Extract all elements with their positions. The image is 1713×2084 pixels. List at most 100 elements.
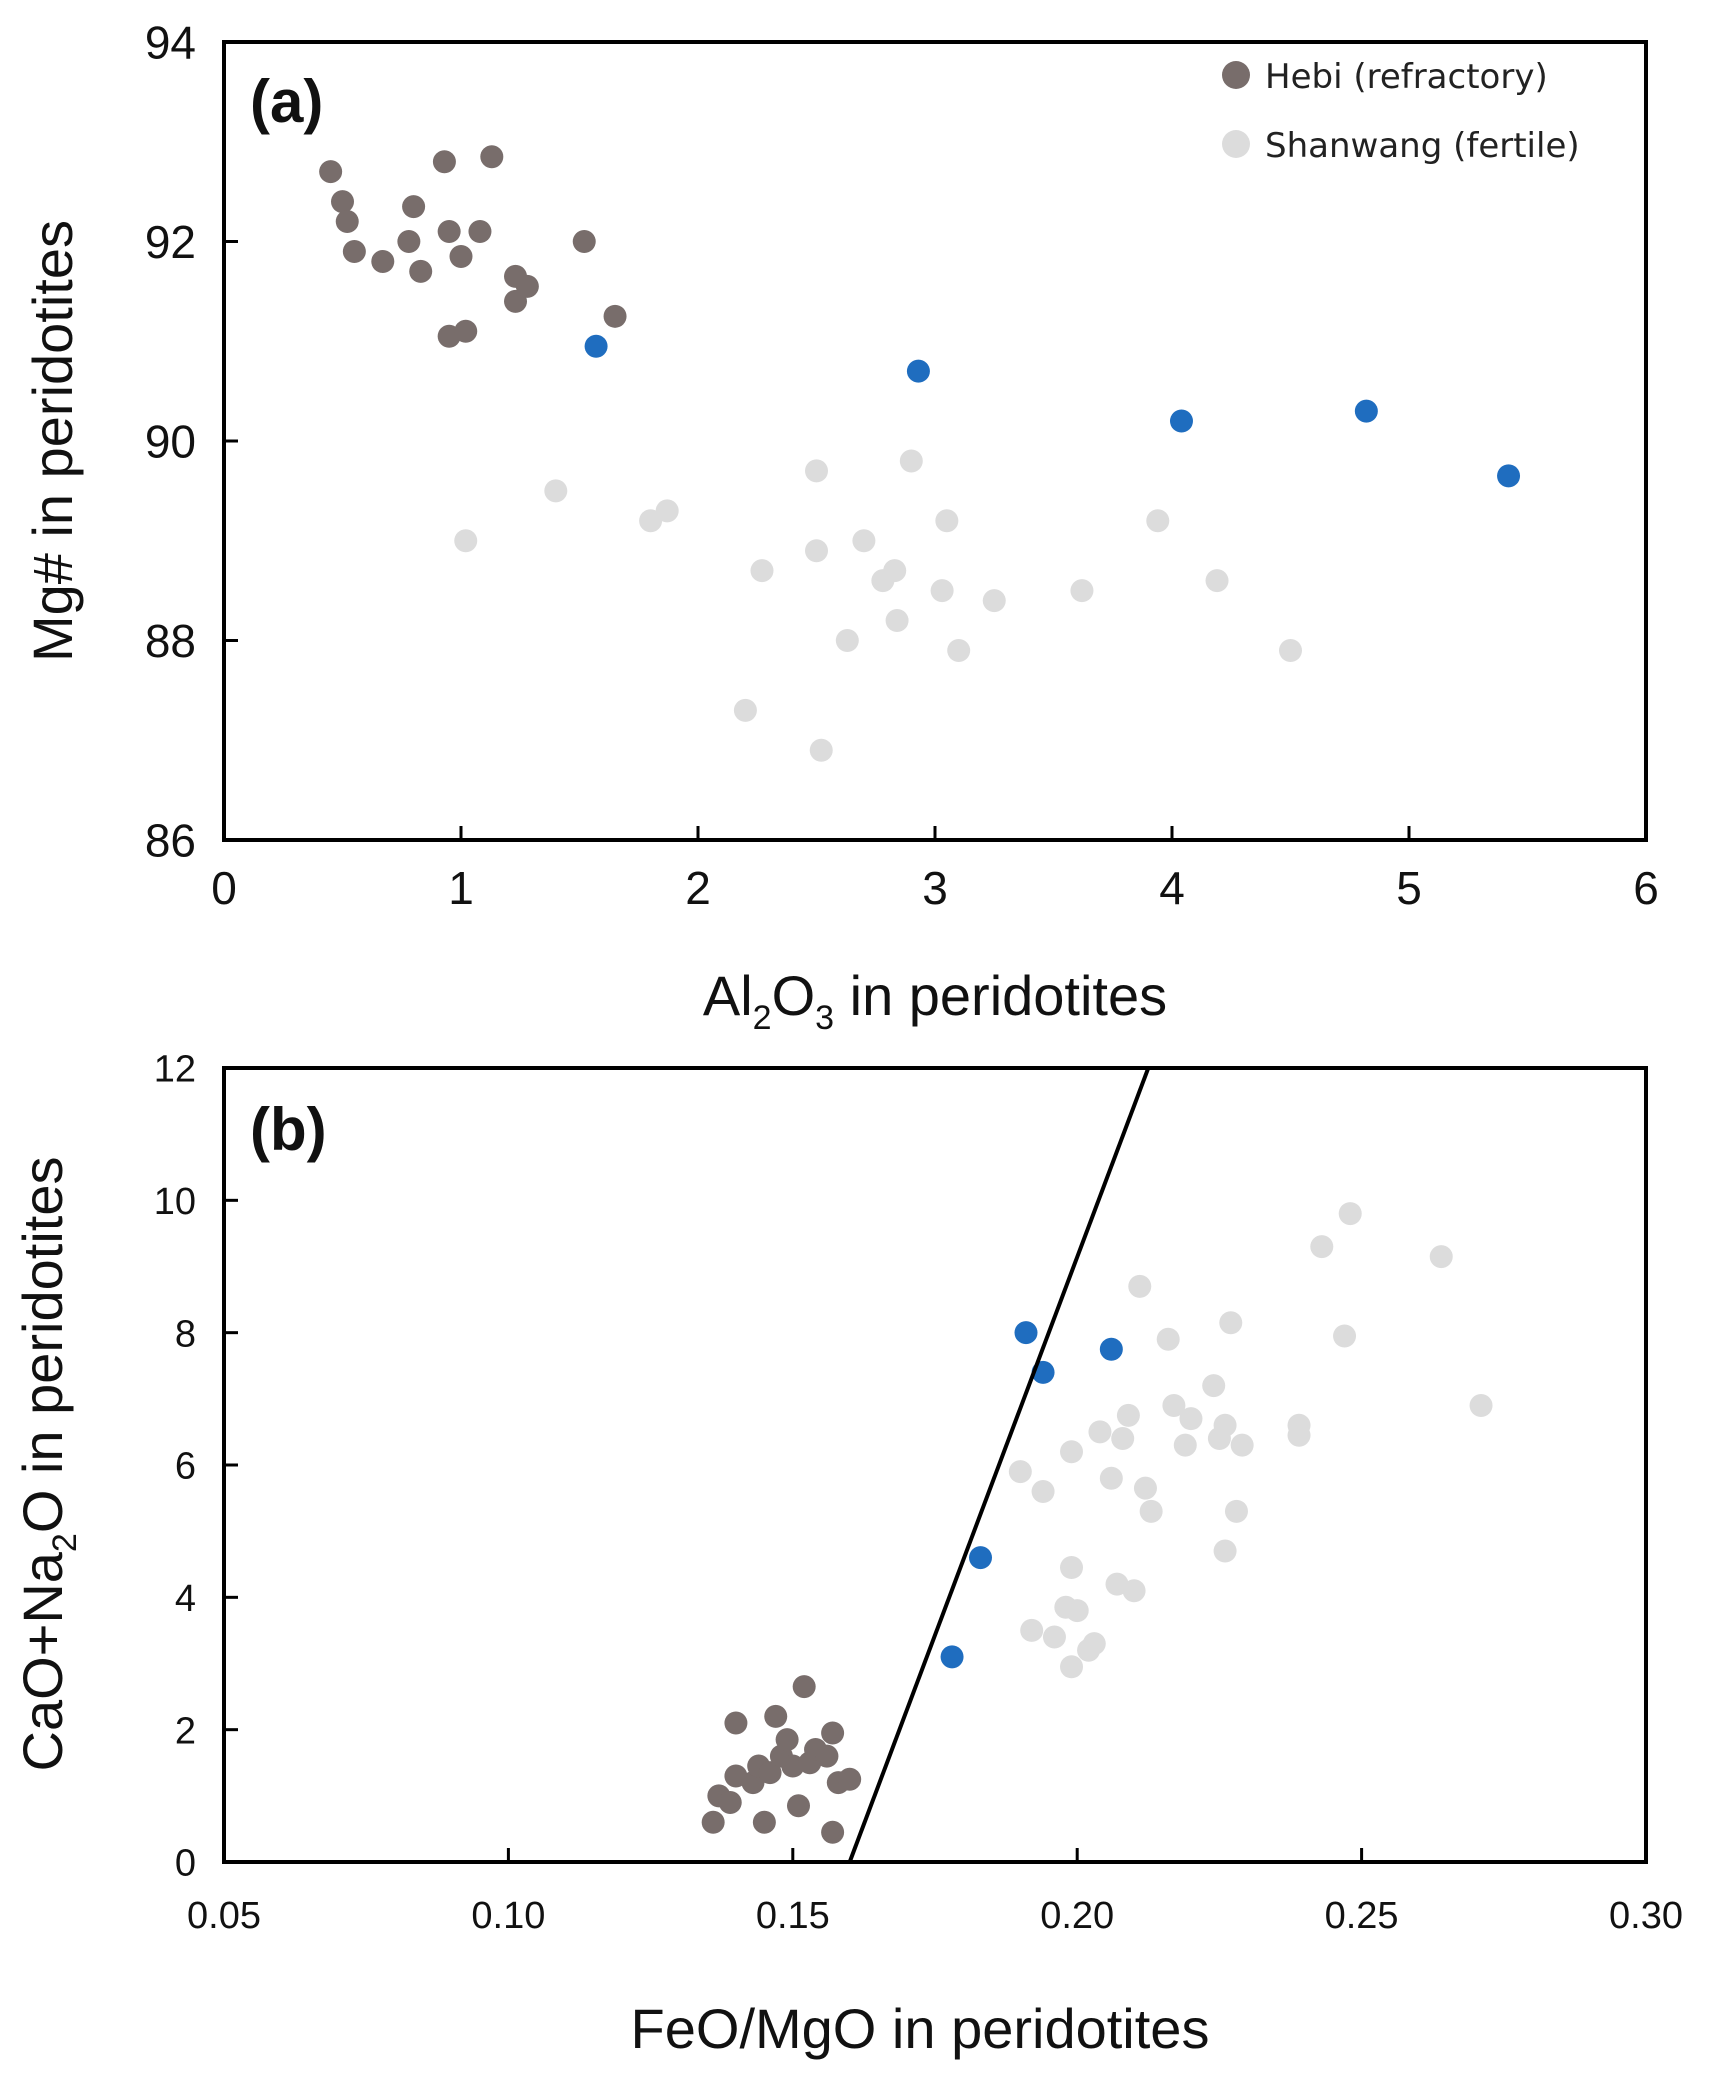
- point-shanwang: [1060, 1440, 1084, 1464]
- point-shanwang: [1279, 638, 1302, 662]
- x-tick-label: 2: [685, 862, 711, 914]
- point-shanwang: [1173, 1433, 1197, 1457]
- y-tick-label: 10: [154, 1181, 196, 1223]
- point-hebi: [397, 230, 421, 253]
- point-hebi: [758, 1761, 782, 1785]
- point-hebi: [319, 160, 343, 184]
- point-hebi: [815, 1744, 839, 1768]
- panel-b-points: [701, 1202, 1493, 1844]
- point-shanwang: [1205, 569, 1229, 593]
- x-tick-label: 0.30: [1609, 1895, 1683, 1937]
- point-hebi: [449, 244, 473, 268]
- x-tick-label: 0.20: [1040, 1895, 1114, 1937]
- y-tick-label: 0: [175, 1843, 196, 1885]
- point-shanwang: [1156, 1327, 1180, 1351]
- point-shanwang: [947, 638, 971, 662]
- x-tick-label: 0.25: [1325, 1895, 1399, 1937]
- point-shanwang: [1179, 1407, 1203, 1431]
- point-shanwang: [805, 459, 828, 483]
- point-hebi: [775, 1728, 799, 1752]
- point-shanwang: [1287, 1423, 1311, 1447]
- y-tick-label: 8: [175, 1313, 196, 1355]
- point-shanwang: [1310, 1235, 1334, 1259]
- x-title-post: in peridotites: [834, 964, 1167, 1027]
- panel-b: 0.05 0.10 0.15 0.20 0.25 0.30 0 2 4 6 8 10 12 (b) Fe…: [11, 1049, 1683, 2060]
- point-hebi: [371, 249, 395, 273]
- point-shanwang: [1333, 1324, 1357, 1348]
- point-blue: [940, 1645, 964, 1669]
- panel-a-ticks: 0 1 2 3 4 5 6 86 88 90 92 94: [145, 17, 1659, 914]
- point-shanwang: [1070, 579, 1094, 603]
- y-tick-label: 94: [145, 17, 196, 69]
- point-shanwang: [835, 629, 859, 652]
- x-tick-label: 0.05: [187, 1895, 261, 1937]
- point-hebi: [480, 145, 504, 169]
- legend-marker-shanwang: [1222, 130, 1250, 158]
- point-hebi: [718, 1790, 742, 1814]
- point-hebi: [724, 1711, 748, 1735]
- point-blue: [1354, 399, 1378, 423]
- point-hebi: [454, 319, 478, 343]
- point-shanwang: [1224, 1499, 1248, 1523]
- y-title-pre: CaO+Na: [11, 1551, 74, 1771]
- point-shanwang: [1139, 1499, 1163, 1523]
- point-shanwang: [1219, 1311, 1243, 1335]
- x-title-mid: O: [772, 964, 816, 1027]
- panel-a-y-axis-title: Mg# in peridotites: [21, 220, 84, 662]
- y-tick-label: 86: [145, 815, 196, 867]
- point-shanwang: [899, 449, 923, 473]
- point-hebi: [572, 230, 596, 253]
- point-shanwang: [1230, 1433, 1254, 1457]
- point-shanwang: [1128, 1274, 1152, 1298]
- point-hebi: [838, 1767, 862, 1791]
- point-shanwang: [1213, 1413, 1237, 1437]
- point-hebi: [821, 1820, 845, 1844]
- y-tick-label: 90: [145, 416, 196, 468]
- point-blue: [584, 334, 608, 358]
- legend-marker-hebi: [1222, 61, 1250, 89]
- point-hebi: [764, 1704, 788, 1728]
- x-tick-label: 4: [1159, 862, 1185, 914]
- y-tick-label: 88: [145, 615, 196, 667]
- x-tick-label: 1: [448, 862, 474, 914]
- y-title-post: O in peridotites: [11, 1157, 74, 1534]
- point-shanwang: [1065, 1599, 1089, 1623]
- point-hebi: [409, 259, 433, 283]
- point-shanwang: [805, 539, 828, 563]
- panel-a-label: (a): [250, 68, 323, 135]
- point-shanwang: [885, 609, 909, 633]
- point-hebi: [786, 1794, 810, 1818]
- point-shanwang: [1338, 1202, 1362, 1226]
- point-blue: [1169, 409, 1193, 433]
- point-hebi: [701, 1810, 725, 1834]
- point-blue: [1497, 464, 1521, 488]
- point-shanwang: [750, 559, 774, 583]
- point-shanwang: [733, 698, 757, 722]
- panel-b-label: (b): [250, 1096, 327, 1163]
- panel-a-x-axis-title: Al2O3 in peridotites: [703, 964, 1167, 1037]
- point-hebi: [432, 150, 456, 174]
- legend: Hebi (refractory) Shanwang (fertile): [1222, 57, 1580, 166]
- x-tick-label: 0.15: [756, 1895, 830, 1937]
- point-hebi: [342, 239, 366, 263]
- point-hebi: [402, 195, 426, 219]
- point-blue: [969, 1546, 993, 1570]
- point-blue: [1014, 1321, 1038, 1345]
- point-shanwang: [982, 589, 1006, 613]
- legend-label-shanwang: Shanwang (fertile): [1265, 126, 1580, 166]
- panel-b-y-axis-title: CaO+Na2O in peridotites: [11, 1157, 84, 1772]
- point-shanwang: [655, 499, 679, 523]
- point-hebi: [752, 1810, 776, 1834]
- point-shanwang: [1042, 1625, 1066, 1649]
- point-hebi: [781, 1754, 805, 1778]
- point-shanwang: [935, 509, 959, 533]
- y-title-sub1: 2: [46, 1533, 84, 1552]
- point-shanwang: [852, 529, 876, 553]
- point-hebi: [603, 304, 627, 328]
- point-shanwang: [1111, 1427, 1135, 1451]
- panel-b-frame: [222, 1066, 1648, 1864]
- point-blue: [906, 359, 930, 383]
- point-shanwang: [1133, 1476, 1157, 1500]
- y-tick-label: 2: [175, 1710, 196, 1752]
